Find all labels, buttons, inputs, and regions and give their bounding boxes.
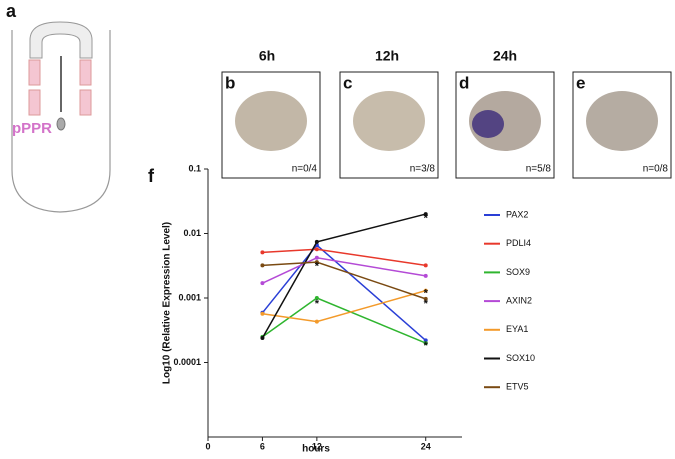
time-label: 6h bbox=[259, 48, 275, 64]
data-point bbox=[314, 239, 319, 244]
y-tick-label: 0.1 bbox=[188, 163, 201, 173]
data-point bbox=[314, 255, 319, 260]
data-point bbox=[314, 296, 319, 301]
count-label: n=0/8 bbox=[643, 164, 669, 175]
stain bbox=[472, 110, 504, 138]
placode bbox=[28, 89, 41, 116]
x-tick-label: 6 bbox=[260, 441, 265, 451]
count-label: n=3/8 bbox=[410, 164, 436, 175]
significance-mark: * bbox=[424, 212, 429, 224]
x-axis-label: hours bbox=[302, 444, 330, 454]
data-point bbox=[260, 263, 265, 268]
placode bbox=[79, 89, 92, 116]
data-point bbox=[314, 247, 319, 252]
node bbox=[56, 117, 66, 131]
embryo-image bbox=[235, 91, 307, 151]
time-label: 24h bbox=[493, 48, 517, 64]
significance-mark: * bbox=[424, 288, 429, 300]
y-axis-label: Log10 (Relative Expression Level) bbox=[162, 222, 173, 384]
significance-mark: * bbox=[315, 261, 320, 273]
panel-letter: a bbox=[6, 1, 17, 21]
count-label: n=5/8 bbox=[526, 164, 552, 175]
legend-label: PAX2 bbox=[506, 209, 528, 219]
data-point bbox=[260, 311, 265, 316]
y-tick-label: 0.0001 bbox=[173, 357, 201, 367]
legend-label: ETV5 bbox=[506, 382, 529, 392]
embryo-image bbox=[353, 91, 425, 151]
x-tick-label: 0 bbox=[205, 441, 210, 451]
data-point bbox=[423, 288, 428, 293]
y-tick-label: 0.001 bbox=[178, 292, 201, 302]
data-point bbox=[260, 335, 265, 340]
data-point bbox=[314, 319, 319, 324]
neural-plate bbox=[29, 21, 93, 59]
y-tick-label: 0.01 bbox=[183, 228, 201, 238]
data-point bbox=[423, 212, 428, 217]
region-label: pPPR bbox=[12, 120, 52, 137]
panel-letter: d bbox=[459, 73, 469, 92]
x-tick-label: 12 bbox=[312, 441, 322, 451]
x-tick-label: 24 bbox=[421, 441, 431, 451]
significance-mark: * bbox=[424, 298, 429, 310]
legend-label: SOX9 bbox=[506, 267, 530, 277]
data-point bbox=[423, 341, 428, 346]
legend-label: PDLI4 bbox=[506, 238, 531, 248]
series-line bbox=[261, 297, 427, 344]
data-point bbox=[423, 263, 428, 268]
panel-letter: b bbox=[225, 73, 235, 92]
placode bbox=[79, 59, 92, 86]
significance-mark: * bbox=[315, 298, 320, 310]
panel-letter: c bbox=[343, 73, 352, 92]
legend-label: AXIN2 bbox=[506, 295, 532, 305]
data-point bbox=[260, 281, 265, 286]
count-label: n=0/4 bbox=[292, 164, 318, 175]
legend-label: EYA1 bbox=[506, 324, 528, 334]
time-label: 12h bbox=[375, 48, 399, 64]
series-line bbox=[261, 244, 427, 341]
panel-letter: f bbox=[148, 166, 155, 186]
panel-letter: e bbox=[576, 73, 585, 92]
placode bbox=[28, 59, 41, 86]
embryo-outline bbox=[11, 30, 111, 213]
data-point bbox=[423, 296, 428, 301]
legend-label: SOX10 bbox=[506, 353, 535, 363]
embryo-image bbox=[586, 91, 658, 151]
data-point bbox=[260, 250, 265, 255]
data-point bbox=[314, 260, 319, 265]
data-point bbox=[423, 273, 428, 278]
significance-mark: * bbox=[424, 340, 429, 352]
